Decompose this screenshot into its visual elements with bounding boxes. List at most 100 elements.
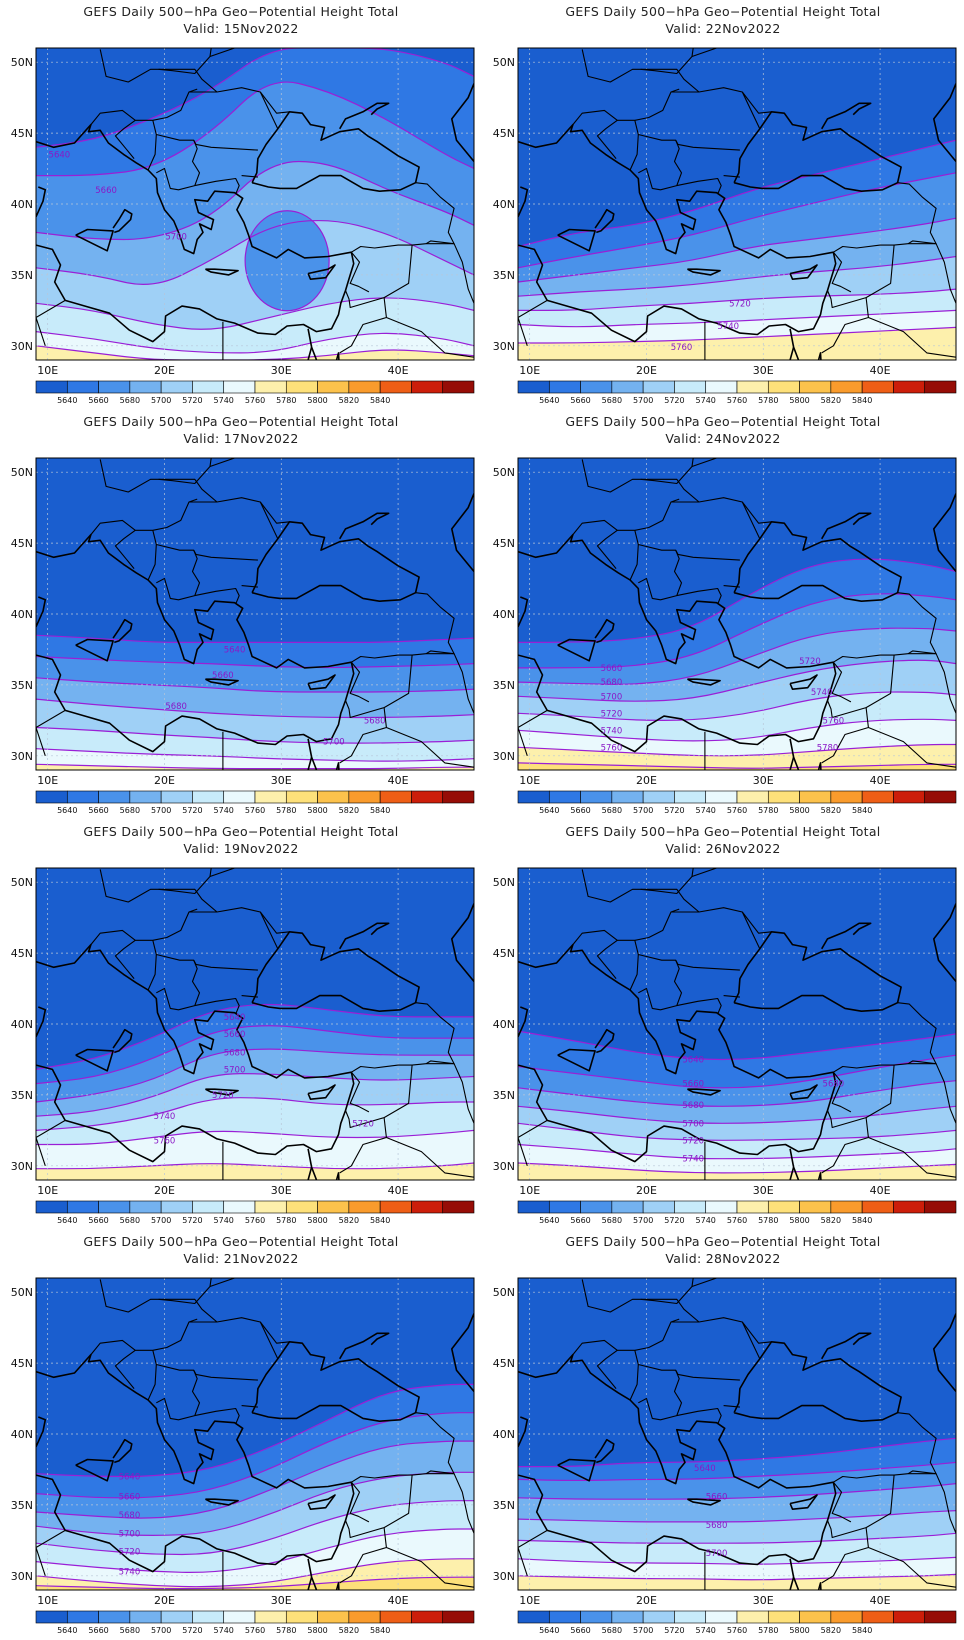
colorbar-swatch <box>98 380 131 394</box>
coastline <box>789 674 818 690</box>
colorbar-swatch <box>893 380 926 394</box>
coastline <box>789 1494 818 1510</box>
panel-title: GEFS Daily 500−hPa Geo−Potential Height … <box>83 414 399 429</box>
colorbar-swatch <box>285 790 318 804</box>
border <box>241 585 258 588</box>
colorbar-swatch <box>611 1200 644 1214</box>
colorbar-swatch <box>924 1610 957 1624</box>
colorbar-swatch <box>767 1610 800 1624</box>
coastline <box>518 1416 529 1448</box>
contour-line <box>518 326 956 344</box>
contour-label: 5720 <box>119 1548 141 1558</box>
contour-label: 5700 <box>119 1529 141 1539</box>
contour-line <box>518 139 956 248</box>
coastline <box>687 268 721 276</box>
colorbar-label: 5700 <box>633 806 653 815</box>
x-tick-label: 20E <box>154 774 175 787</box>
contour-line <box>36 763 474 770</box>
colorbar-label: 5820 <box>339 806 359 815</box>
y-tick-label: 35N <box>11 1089 33 1102</box>
contour-label: 5700 <box>165 233 187 243</box>
contour-closed-low <box>244 210 330 312</box>
colorbar-label: 5740 <box>696 806 716 815</box>
border <box>99 459 218 503</box>
colorbar-swatch <box>223 790 256 804</box>
contour-line <box>518 1483 956 1500</box>
contour-label: 5760 <box>154 1136 176 1146</box>
border <box>671 497 772 524</box>
panel-valid-date: Valid: 15Nov2022 <box>183 21 299 36</box>
colorbar-swatch <box>830 1610 863 1624</box>
border <box>833 1002 937 1073</box>
x-tick-label: 10E <box>37 774 58 787</box>
colorbar-label: 5680 <box>120 396 140 405</box>
contour-label: 5660 <box>224 1030 246 1040</box>
colorbar-label: 5720 <box>664 396 684 405</box>
contour-line <box>518 1105 956 1124</box>
border <box>425 1060 474 1124</box>
contour-label: 5680 <box>601 678 623 688</box>
colorbar-swatch <box>98 1200 131 1214</box>
border <box>351 182 455 253</box>
border <box>907 650 956 714</box>
colorbar-label: 5780 <box>758 1216 778 1225</box>
coastline <box>36 123 355 343</box>
map-frame <box>517 47 957 361</box>
coastline <box>789 1558 822 1590</box>
colorbar-label: 5800 <box>789 1626 809 1635</box>
colorbar-label: 5640 <box>539 396 559 405</box>
border <box>691 48 810 58</box>
colorbar-swatch <box>192 790 225 804</box>
map-frame <box>517 867 957 1181</box>
colorbar-swatch <box>254 380 287 394</box>
border <box>386 1136 474 1178</box>
x-tick-label: 40E <box>870 1594 891 1607</box>
y-tick-label: 50N <box>493 1286 515 1299</box>
coastline <box>307 328 340 360</box>
panel-valid-date: Valid: 21Nov2022 <box>183 1251 299 1266</box>
coastline <box>307 738 340 770</box>
x-tick-label: 40E <box>870 1184 891 1197</box>
x-tick-label: 40E <box>388 1594 409 1607</box>
border <box>349 1071 370 1113</box>
contour-label: 5660 <box>601 664 623 674</box>
colorbar-label: 5820 <box>821 1216 841 1225</box>
coastline <box>821 102 872 130</box>
colorbar-swatch <box>861 380 894 394</box>
colorbar-label: 5840 <box>370 806 390 815</box>
colorbar-label: 5840 <box>852 1216 872 1225</box>
border <box>90 498 198 535</box>
colorbar-swatch <box>98 1610 131 1624</box>
coastline <box>733 931 902 1012</box>
contour-line <box>36 297 474 330</box>
border <box>241 995 258 998</box>
colorbar-label: 5700 <box>633 1626 653 1635</box>
panel-title: GEFS Daily 500−hPa Geo−Potential Height … <box>565 824 881 839</box>
colorbar-swatch <box>893 1610 926 1624</box>
colorbar-label: 5740 <box>214 806 234 815</box>
contour-line <box>518 558 956 643</box>
contour-label: 5700 <box>323 738 345 748</box>
shading-band <box>518 327 956 360</box>
contour-label: 5640 <box>119 1473 141 1483</box>
colorbar-label: 5820 <box>821 1626 841 1635</box>
map-frame <box>35 47 475 361</box>
border <box>259 911 279 950</box>
y-tick-label: 35N <box>11 269 33 282</box>
border <box>723 175 740 178</box>
coastline <box>789 756 795 770</box>
coastline <box>251 1341 420 1422</box>
colorbar-swatch <box>861 1200 894 1214</box>
colorbar-swatch <box>317 790 350 804</box>
colorbar-swatch <box>548 1610 581 1624</box>
contour-line <box>36 1025 474 1085</box>
colorbar-label: 5780 <box>276 806 296 815</box>
colorbar-swatch <box>924 380 957 394</box>
colorbar-label: 5840 <box>370 1626 390 1635</box>
contour-line <box>518 1122 956 1141</box>
contour-label: 5740 <box>601 726 623 736</box>
y-tick-label: 35N <box>493 679 515 692</box>
coastline <box>789 1166 795 1180</box>
contour-line <box>518 1437 956 1468</box>
y-tick-label: 35N <box>493 1499 515 1512</box>
